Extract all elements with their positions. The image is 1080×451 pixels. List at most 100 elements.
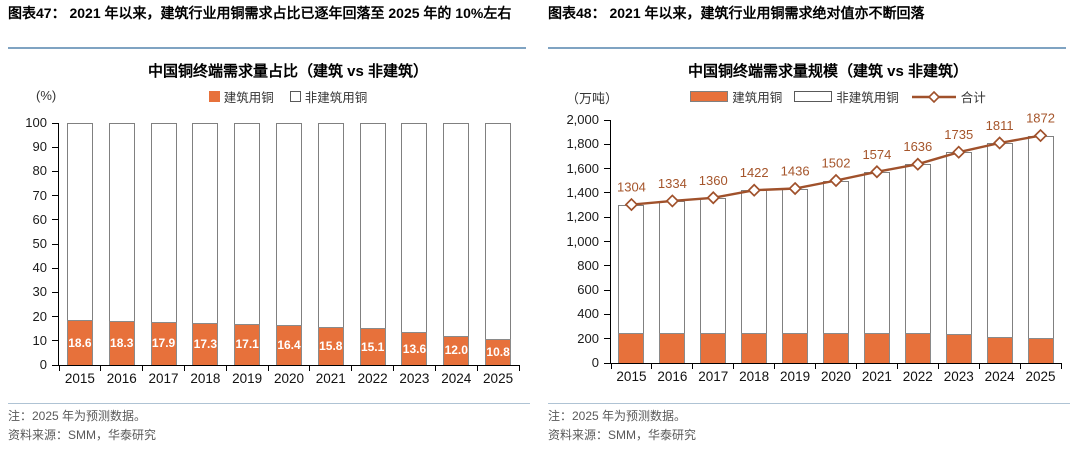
y-axis-tick: [52, 170, 59, 172]
y-axis-tick: [52, 146, 59, 148]
source-text: 资料来源：SMM，华泰研究: [8, 428, 156, 442]
non-construction-bar: [359, 123, 386, 365]
x-axis-category-label: 2025: [1025, 369, 1056, 384]
y-axis-tick-label: 50: [32, 236, 47, 251]
x-axis-category-label: 2024: [441, 371, 472, 386]
y-axis-tick: [604, 289, 611, 291]
total-value-label: 1422: [740, 165, 769, 180]
y-axis-tick-label: 0: [39, 357, 47, 372]
construction-bar: [359, 328, 386, 365]
y-axis-tick: [52, 219, 59, 221]
x-axis-category-label: 2015: [616, 369, 647, 384]
construction-swatch-icon: [208, 91, 220, 102]
x-axis-tick: [978, 363, 980, 369]
x-axis-category-label: 2017: [148, 371, 179, 386]
legend-label: 合计: [960, 91, 986, 105]
y-axis-tick-label: 70: [32, 187, 47, 203]
total-value-label: 1735: [944, 127, 973, 142]
legend-label: 建筑用铜: [223, 91, 274, 105]
y-axis-tick: [604, 362, 611, 364]
y-axis-tick: [52, 340, 59, 342]
non-construction-swatch-icon: [794, 91, 833, 102]
construction-bar: [150, 321, 177, 365]
total-line-marker-icon: [706, 191, 720, 205]
total-line-marker-icon: [747, 183, 761, 197]
total-line-marker-icon: [870, 165, 884, 179]
y-axis-tick: [604, 119, 611, 121]
x-axis-tick: [58, 365, 60, 371]
construction-bar: [986, 336, 1013, 363]
y-axis-tick-label: 1,400: [566, 184, 599, 200]
non-construction-bar: [443, 123, 470, 365]
x-axis-tick: [1019, 363, 1021, 369]
x-axis-tick: [692, 363, 694, 369]
construction-bar: [823, 333, 849, 363]
y-axis-tick-label: 2,000: [566, 112, 599, 127]
x-axis-tick: [774, 363, 776, 369]
legend-item-non-construction: 非建筑用铜: [289, 87, 368, 106]
construction-bar: [485, 338, 512, 365]
figure-caption: 图表47： 2021 年以来，建筑行业用铜需求占比已逐年回落至 2025 年的 …: [8, 5, 512, 21]
chart-legend: 建筑用铜 非建筑用铜 合计: [610, 87, 1066, 106]
construction-bar: [317, 326, 344, 365]
bar-value-label: 18.6: [68, 335, 92, 350]
x-axis-category-label: 2022: [357, 371, 388, 386]
y-axis-tick: [52, 316, 59, 318]
x-axis-category-label: 2019: [232, 371, 263, 386]
x-axis-category-label: 2016: [657, 369, 688, 384]
footer-rule: [8, 403, 530, 404]
chart-title: 中国铜终端需求量占比（建筑 vs 非建筑）: [147, 63, 429, 80]
non-construction-bar: [485, 123, 512, 365]
total-value-label: 1574: [862, 147, 891, 162]
bar-value-label: 15.8: [319, 338, 343, 353]
legend-item-non-construction: 非建筑用铜: [794, 87, 899, 106]
total-line-marker-icon: [665, 194, 680, 208]
construction-bar: [659, 333, 686, 363]
chart-title: 中国铜终端需求量规模（建筑 vs 非建筑）: [687, 63, 969, 80]
x-axis-category-label: 2021: [861, 369, 892, 384]
x-axis-category-label: 2018: [739, 369, 770, 384]
construction-swatch-icon: [690, 91, 729, 102]
construction-bar: [741, 333, 768, 363]
bar-value-label: 18.3: [110, 335, 134, 350]
x-axis-category-label: 2018: [190, 371, 221, 386]
x-axis-tick: [100, 365, 102, 371]
y-axis-tick: [52, 243, 59, 245]
y-axis-tick-label: 1,800: [566, 136, 599, 152]
caption-rule: [8, 47, 526, 49]
total-value-label: 1811: [986, 118, 1014, 133]
x-axis-tick: [351, 365, 353, 371]
legend-item-total: 合计: [911, 87, 986, 106]
y-axis-tick-label: 1,000: [566, 233, 599, 249]
footer-rule: [548, 403, 1070, 404]
total-line-marker-icon: [952, 145, 966, 159]
total-line-marker-icon: [1033, 128, 1048, 143]
legend-label: 非建筑用铜: [304, 91, 368, 105]
y-axis-tick-label: 1,600: [566, 160, 599, 176]
construction-bar: [192, 323, 219, 365]
non-construction-bar: [276, 123, 302, 365]
y-axis-tick-label: 20: [32, 308, 47, 324]
x-axis-category-label: 2016: [106, 371, 137, 386]
non-construction-bar: [401, 123, 428, 365]
y-axis-tick-label: 10: [32, 332, 47, 348]
y-axis-tick: [604, 338, 611, 340]
non-construction-bar: [863, 171, 890, 363]
x-axis-tick: [733, 363, 735, 369]
construction-bar: [443, 335, 470, 365]
x-axis-category-label: 2020: [820, 369, 851, 384]
non-construction-bar: [317, 123, 344, 365]
non-construction-swatch-icon: [289, 91, 301, 102]
stacked-bar-plot: 0 10 20 30 40 50 60 70 80 90 100 18.6 2015 18.3 2016 17…: [25, 115, 520, 386]
construction-bar: [234, 323, 261, 365]
bar-value-label: 17.3: [193, 337, 218, 352]
y-axis-tick-label: 0: [591, 355, 599, 370]
y-axis-tick: [604, 168, 611, 170]
x-axis-tick: [518, 365, 520, 371]
caption-rule: [548, 47, 1066, 49]
x-axis-tick: [142, 365, 144, 371]
non-construction-bar: [823, 180, 849, 363]
total-line-overlay: 1304 1334 1360 1422 1436 1502 1574 1636 1735 1811…: [617, 111, 1055, 212]
x-axis-tick: [896, 363, 898, 369]
y-axis-tick-label: 40: [32, 260, 47, 276]
